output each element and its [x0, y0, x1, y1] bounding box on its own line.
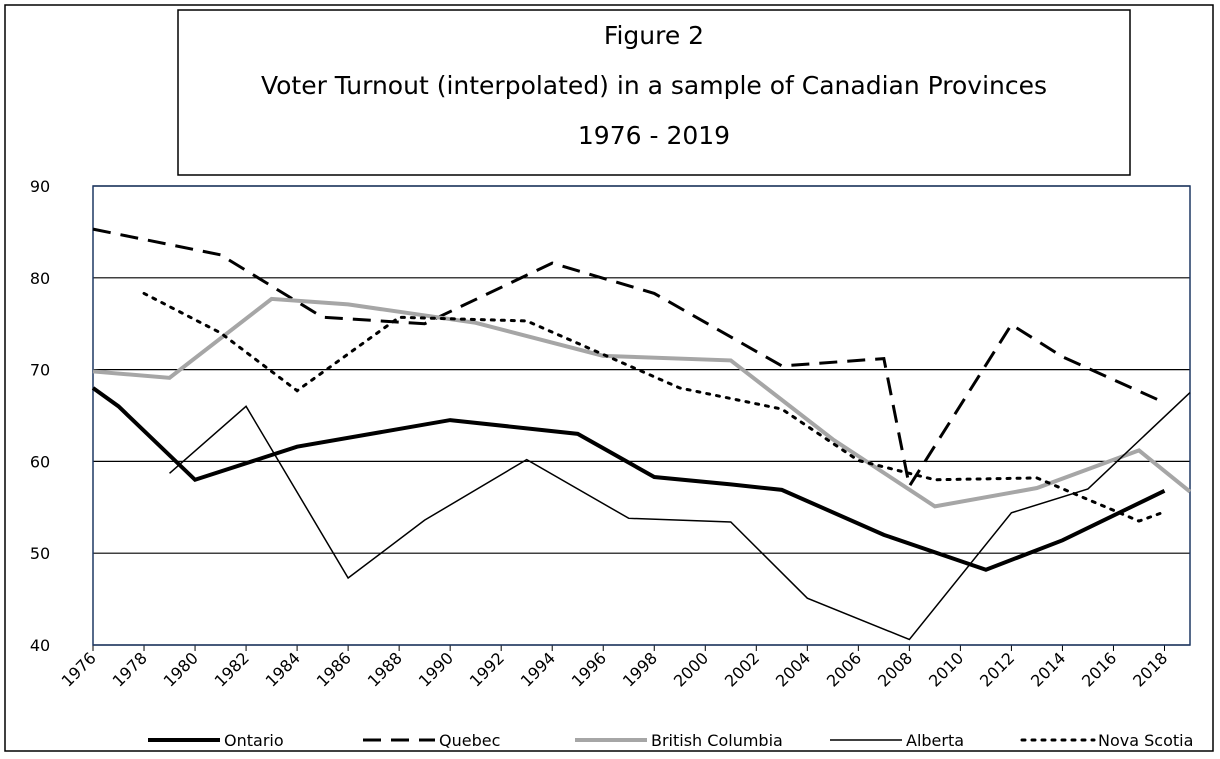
legend-label: Alberta [906, 731, 964, 750]
line-series [92, 296, 1192, 509]
title-box [177, 9, 1131, 176]
legend-label: British Columbia [651, 731, 783, 750]
plot-frame [92, 185, 1191, 646]
y-tick-label: 40 [30, 636, 50, 655]
y-tick-label: 50 [30, 544, 50, 563]
y-tick-label: 70 [30, 361, 50, 380]
legend-label: Nova Scotia [1098, 731, 1193, 750]
chart-title: Voter Turnout (interpolated) in a sample… [261, 71, 1047, 100]
y-tick-label: 90 [30, 177, 50, 196]
line-series [169, 392, 1191, 641]
legend-label: Ontario [224, 731, 284, 750]
chart-title: 1976 - 2019 [578, 121, 730, 150]
line-series [92, 227, 1166, 491]
y-tick-label: 60 [30, 452, 50, 471]
y-tick-label: 80 [30, 269, 50, 288]
chart-title: Figure 2 [604, 21, 704, 50]
line-series [91, 386, 1166, 572]
legend-label: Quebec [439, 731, 500, 750]
